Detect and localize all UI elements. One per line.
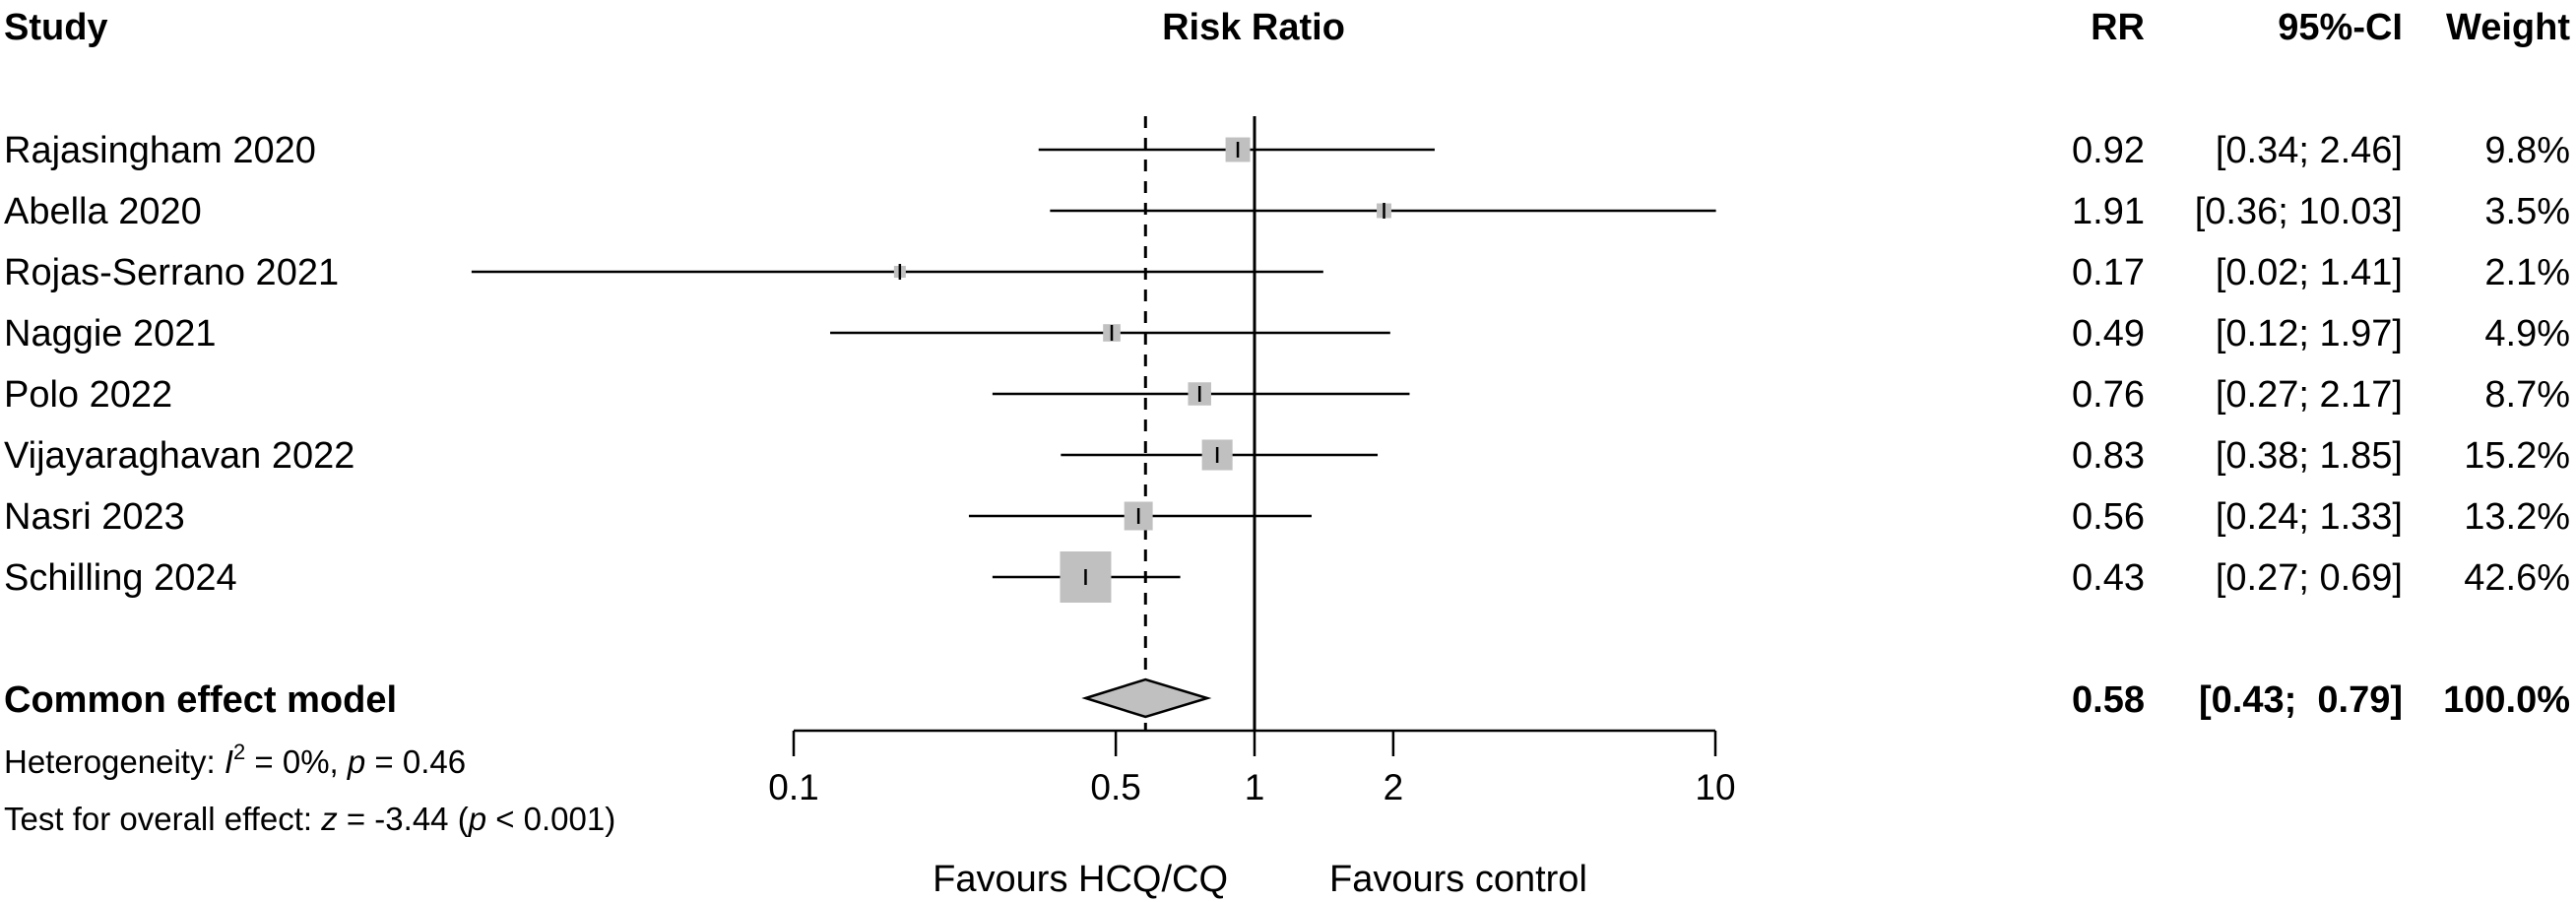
pooled-weight: 100.0% <box>2443 679 2570 721</box>
header-risk-ratio: Risk Ratio <box>1162 7 1345 48</box>
x-tick-label: 0.5 <box>1090 767 1140 807</box>
study-rr: 0.56 <box>2072 496 2145 538</box>
study-rr: 0.76 <box>2072 374 2145 416</box>
x-tick-label: 0.1 <box>768 767 818 807</box>
study-rr: 0.43 <box>2072 557 2145 599</box>
plot-marks <box>471 116 1717 756</box>
x-tick-label: 1 <box>1245 767 1265 807</box>
study-ci: [0.34; 2.46] <box>2216 130 2403 171</box>
study-rr: 1.91 <box>2072 191 2145 232</box>
header-ci: 95%-CI <box>2278 7 2403 48</box>
study-ci: [0.12; 1.97] <box>2216 313 2403 354</box>
study-label: Schilling 2024 <box>4 557 237 599</box>
heterogeneity-text: Heterogeneity: I2 = 0%, p = 0.46 <box>4 740 466 780</box>
study-rr: 0.92 <box>2072 130 2145 171</box>
header-rr: RR <box>2091 7 2145 48</box>
study-weight: 4.9% <box>2484 313 2570 354</box>
pooled-ci: [0.43; 0.79] <box>2199 679 2403 721</box>
study-label: Vijayaraghavan 2022 <box>4 435 354 477</box>
study-rr: 0.49 <box>2072 313 2145 354</box>
study-label: Rojas-Serrano 2021 <box>4 252 339 293</box>
study-label: Polo 2022 <box>4 374 172 416</box>
study-weight: 42.6% <box>2464 557 2570 599</box>
study-ci: [0.36; 10.03] <box>2195 191 2403 232</box>
study-ci: [0.38; 1.85] <box>2216 435 2403 477</box>
study-weight: 15.2% <box>2464 435 2570 477</box>
study-rr: 0.17 <box>2072 252 2145 293</box>
study-label: Nasri 2023 <box>4 496 185 538</box>
study-rows: Rajasingham 2020 0.92 [0.34; 2.46] 9.8% Abel… <box>4 130 2570 599</box>
study-ci: [0.02; 1.41] <box>2216 252 2403 293</box>
header-weight: Weight <box>2446 7 2570 48</box>
study-weight: 2.1% <box>2484 252 2570 293</box>
overall-effect-text: Test for overall effect: z = -3.44 (p < … <box>4 801 615 837</box>
study-label: Naggie 2021 <box>4 313 217 354</box>
study-ci: [0.24; 1.33] <box>2216 496 2403 538</box>
study-label: Rajasingham 2020 <box>4 130 316 171</box>
study-weight: 9.8% <box>2484 130 2570 171</box>
study-weight: 13.2% <box>2464 496 2570 538</box>
study-ci: [0.27; 2.17] <box>2216 374 2403 416</box>
study-weight: 3.5% <box>2484 191 2570 232</box>
favours-left-label: Favours HCQ/CQ <box>933 859 1228 900</box>
header-study: Study <box>4 7 108 48</box>
pooled-diamond <box>1081 677 1212 719</box>
study-weight: 8.7% <box>2484 374 2570 416</box>
study-label: Abella 2020 <box>4 191 202 232</box>
study-rr: 0.83 <box>2072 435 2145 477</box>
pooled-rr: 0.58 <box>2072 679 2145 721</box>
pooled-label: Common effect model <box>4 679 397 721</box>
x-tick-label: 10 <box>1695 767 1735 807</box>
study-ci: [0.27; 0.69] <box>2216 557 2403 599</box>
x-tick-label: 2 <box>1384 767 1404 807</box>
favours-right-label: Favours control <box>1329 859 1587 900</box>
